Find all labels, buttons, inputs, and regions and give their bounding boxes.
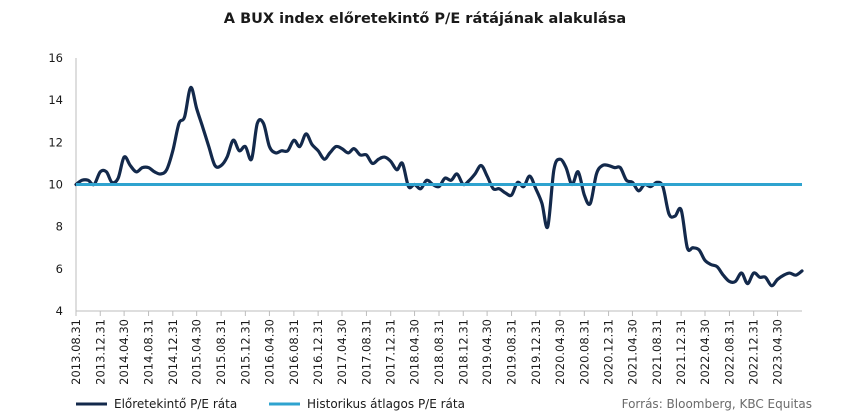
x-tick-label: 2015.04.30 bbox=[190, 319, 204, 385]
x-axis: 2013.08.31 2013.12.31 2014.04.30 2014.08.31… bbox=[69, 310, 802, 385]
x-tick-label: 2021.04.30 bbox=[625, 319, 639, 385]
legend-label-forward-pe: Előretekintő P/E ráta bbox=[114, 397, 237, 411]
x-tick-label: 2022.08.31 bbox=[722, 319, 736, 385]
x-tick-label: 2021.08.31 bbox=[650, 319, 664, 385]
x-tick-label: 2020.04.30 bbox=[553, 319, 567, 385]
x-tick-label: 2023.04.30 bbox=[771, 319, 785, 385]
y-tick-label: 16 bbox=[48, 51, 63, 65]
x-tick-label: 2019.04.30 bbox=[480, 319, 494, 385]
x-tick-label: 2014.04.30 bbox=[117, 319, 131, 385]
x-tick-label: 2014.12.31 bbox=[166, 319, 180, 385]
series-line-forward-pe bbox=[74, 85, 804, 288]
x-tick-label: 2015.12.31 bbox=[238, 319, 252, 385]
x-tick-label: 2018.04.30 bbox=[408, 319, 422, 385]
y-tick-label: 6 bbox=[56, 262, 63, 276]
x-tick-label: 2018.08.31 bbox=[432, 319, 446, 385]
y-tick-label: 14 bbox=[48, 93, 63, 107]
x-tick-label: 2017.12.31 bbox=[384, 319, 398, 385]
x-tick-label: 2022.12.31 bbox=[747, 319, 761, 385]
plot-area bbox=[74, 85, 804, 288]
y-tick-label: 10 bbox=[48, 178, 63, 192]
chart-legend: Előretekintő P/E ráta Historikus átlagos… bbox=[76, 397, 465, 411]
x-tick-label: 2017.04.30 bbox=[335, 319, 349, 385]
chart-title: A BUX index előretekintő P/E rátájának a… bbox=[224, 11, 626, 27]
x-tick-label: 2016.12.31 bbox=[311, 319, 325, 385]
x-tick-label: 2016.08.31 bbox=[287, 319, 301, 385]
y-tick-label: 8 bbox=[56, 220, 63, 234]
y-tick-label: 12 bbox=[48, 135, 63, 149]
x-tick-label: 2016.04.30 bbox=[262, 319, 276, 385]
legend-label-historical-pe: Historikus átlagos P/E ráta bbox=[307, 397, 465, 411]
legend-item-forward-pe: Előretekintő P/E ráta bbox=[76, 397, 237, 411]
y-tick-label: 4 bbox=[56, 304, 63, 318]
x-tick-label: 2020.08.31 bbox=[577, 319, 591, 385]
y-axis: 4 6 8 10 12 14 16 bbox=[48, 51, 77, 318]
source-note: Forrás: Bloomberg, KBC Equitas bbox=[622, 397, 812, 411]
legend-item-historical-pe: Historikus átlagos P/E ráta bbox=[269, 397, 465, 411]
x-tick-label: 2021.12.31 bbox=[674, 319, 688, 385]
x-tick-label: 2013.12.31 bbox=[93, 319, 107, 385]
x-tick-label: 2019.08.31 bbox=[505, 319, 519, 385]
x-tick-label: 2013.08.31 bbox=[69, 319, 83, 385]
x-tick-label: 2022.04.30 bbox=[698, 319, 712, 385]
x-tick-label: 2018.12.31 bbox=[456, 319, 470, 385]
x-tick-label: 2020.12.31 bbox=[602, 319, 616, 385]
x-tick-label: 2019.12.31 bbox=[529, 319, 543, 385]
x-tick-label: 2015.08.31 bbox=[214, 319, 228, 385]
x-tick-label: 2014.08.31 bbox=[142, 319, 156, 385]
x-tick-label: 2017.08.31 bbox=[359, 319, 373, 385]
